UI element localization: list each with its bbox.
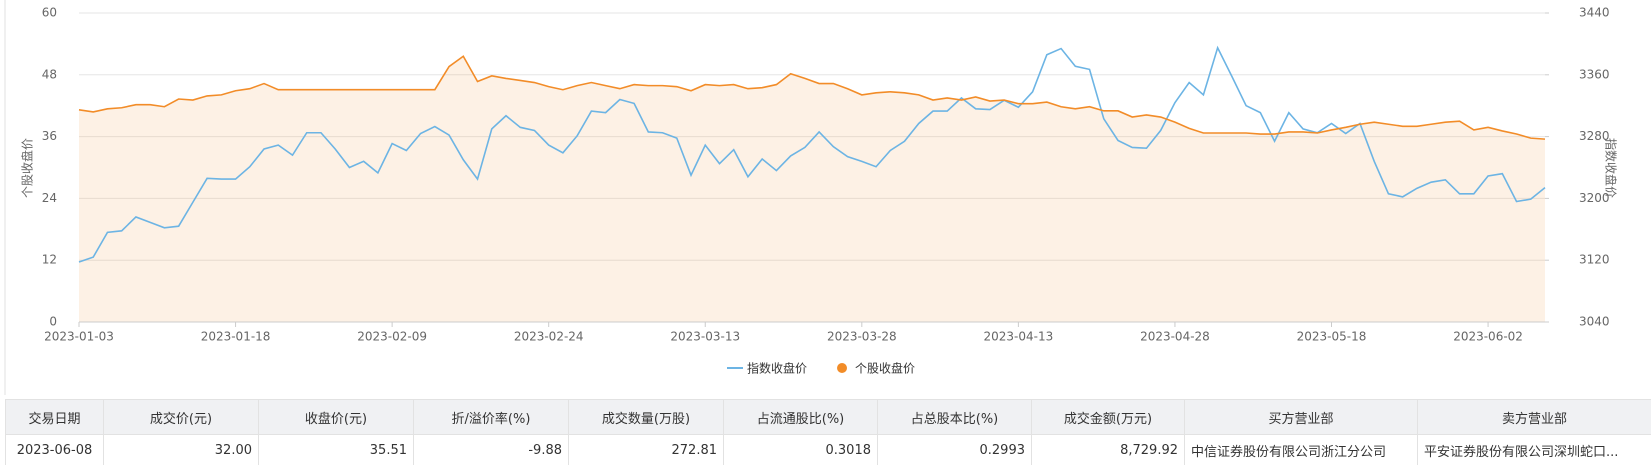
column-header: 占流通股比(%)	[723, 399, 878, 435]
y2-tick-label: 3040	[1579, 315, 1610, 329]
y2-tick-label: 3200	[1579, 191, 1610, 205]
column-header: 占总股本比(%)	[877, 399, 1032, 435]
trade-table: 交易日期 成交价(元) 收盘价(元) 折/溢价率(%) 成交数量(万股) 占流通股比(%)…	[5, 399, 1651, 465]
table-cell: -9.88	[413, 434, 569, 465]
y2-tick-label: 3120	[1579, 253, 1610, 267]
table-cell: 272.81	[568, 434, 724, 465]
y-tick-label: 0	[49, 315, 57, 329]
y2-tick-label: 3440	[1579, 6, 1610, 20]
series-line	[78, 45, 1546, 263]
column-header: 成交价(元)	[103, 399, 259, 435]
column-header: 买方营业部	[1184, 399, 1418, 435]
y-tick-label: 24	[42, 191, 57, 205]
y-tick-label: 60	[42, 6, 57, 20]
x-tick-label: 2023-01-03	[44, 330, 114, 344]
legend-marker	[837, 363, 848, 373]
table-cell: 中信证券股份有限公司浙江分公司	[1184, 434, 1418, 465]
table-cell: 2023-06-08	[5, 434, 104, 465]
legend-label: 个股收盘价	[855, 361, 915, 376]
x-tick-label: 2023-04-13	[984, 330, 1054, 344]
x-tick-label: 2023-05-18	[1297, 330, 1367, 344]
y2-axis-label: 指数收盘价	[1604, 138, 1619, 198]
column-header: 成交金额(万元)	[1031, 399, 1185, 435]
x-tick-label: 2023-01-18	[201, 330, 271, 344]
legend-label: 指数收盘价	[747, 361, 807, 376]
table-cell: 8,729.92	[1031, 434, 1185, 465]
x-tick-label: 2023-06-02	[1453, 330, 1523, 344]
x-tick-label: 2023-02-24	[514, 330, 584, 344]
column-header: 成交数量(万股)	[568, 399, 724, 435]
y-tick-label: 48	[42, 67, 57, 81]
y-tick-label: 36	[42, 129, 57, 143]
x-tick-label: 2023-04-28	[1140, 330, 1210, 344]
header-row: 交易日期 成交价(元) 收盘价(元) 折/溢价率(%) 成交数量(万股) 占流通股比(%)…	[5, 399, 1651, 435]
series-area	[79, 56, 1545, 322]
column-header: 交易日期	[5, 399, 104, 435]
column-header: 折/溢价率(%)	[413, 399, 569, 435]
table-cell: 平安证券股份有限公司深圳蛇口...	[1417, 434, 1651, 465]
y2-tick-label: 3360	[1579, 67, 1610, 81]
table-cell: 0.3018	[723, 434, 878, 465]
table-cell: 35.51	[258, 434, 414, 465]
series-line	[78, 55, 1546, 140]
y2-tick-label: 3280	[1579, 129, 1610, 143]
y-axis-label: 个股收盘价	[20, 138, 35, 198]
table-cell: 32.00	[103, 434, 259, 465]
table-cell: 0.2993	[877, 434, 1032, 465]
x-tick-label: 2023-03-28	[827, 330, 897, 344]
x-tick-label: 2023-03-13	[670, 330, 740, 344]
y-tick-label: 12	[42, 253, 57, 267]
column-header: 收盘价(元)	[258, 399, 414, 435]
x-tick-label: 2023-02-09	[357, 330, 427, 344]
column-header: 卖方营业部	[1417, 399, 1651, 435]
table-body: 2023-06-08 32.00 35.51 -9.88 272.81 0.3018 0.2…	[5, 434, 1651, 465]
table-row: 2023-06-08 32.00 35.51 -9.88 272.81 0.3018 0.2…	[5, 434, 1651, 465]
chart: 个股收盘价 指数收盘价 0 12 24 36 48 60 3040 3120 3200 3280 3…	[4, 0, 1619, 395]
